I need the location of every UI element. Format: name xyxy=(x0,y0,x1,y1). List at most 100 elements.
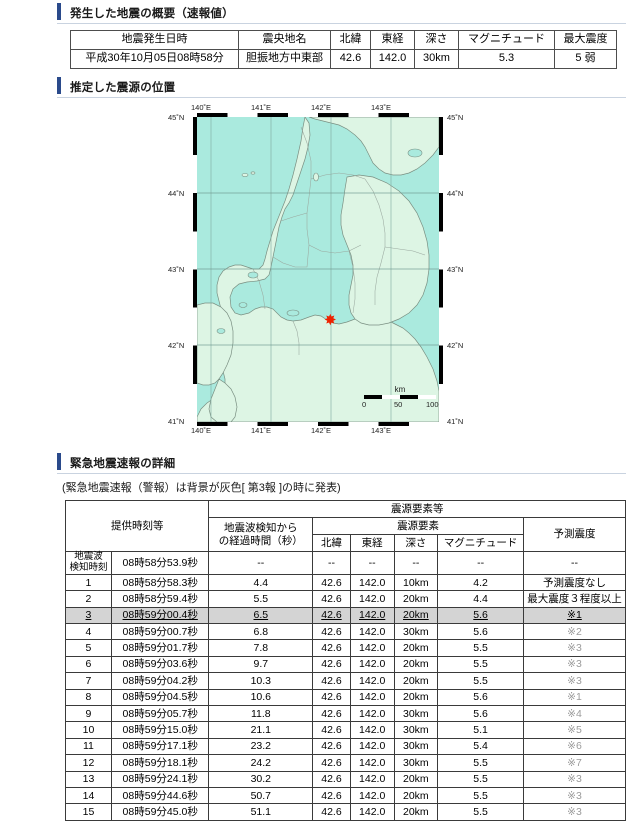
detail-table-row: 7 08時59分04.2秒 10.3 42.6 142.0 20km 5.5 ※3 xyxy=(65,672,626,690)
longitude-cell: 142.0 xyxy=(349,754,395,772)
map-neatline-bottom xyxy=(197,422,439,426)
report-time-cell: 08時59分17.1秒 xyxy=(110,737,210,756)
scale-unit-label: km xyxy=(394,385,406,394)
map-canvas: ✸ km 0 50 100 xyxy=(197,117,439,422)
map-lat-label-right-41: 41˚N xyxy=(447,417,464,426)
detail-col-provide-time: 提供時刻等 xyxy=(64,500,210,552)
latitude-cell: 42.6 xyxy=(312,639,351,657)
epicenter-star-icon: ✸ xyxy=(324,312,337,329)
latitude-cell: 42.6 xyxy=(312,573,351,592)
detail-col-magnitude: マグニチュード xyxy=(437,534,524,552)
longitude-cell: 142.0 xyxy=(349,737,395,756)
longitude-cell: 142.0 xyxy=(349,573,395,592)
report-number-cell: 14 xyxy=(65,786,112,805)
latitude-cell: 42.6 xyxy=(312,786,351,805)
magnitude-cell: 5.5 xyxy=(437,786,524,805)
elapsed-seconds-cell: 6.8 xyxy=(208,623,314,641)
section-title-summary: 発生した地震の概要（速報値） xyxy=(70,8,234,20)
elapsed-seconds-cell: 51.1 xyxy=(208,803,314,821)
latitude-cell: 42.6 xyxy=(312,655,351,674)
latitude-cell: 42.6 xyxy=(312,606,351,625)
summary-value-latitude: 42.6 xyxy=(330,48,371,69)
magnitude-cell: 5.5 xyxy=(437,770,524,788)
detail-col-latitude: 北緯 xyxy=(312,534,351,552)
report-number-cell: 9 xyxy=(65,704,112,723)
summary-value-magnitude: 5.3 xyxy=(458,48,555,69)
latitude-cell: 42.6 xyxy=(312,770,351,788)
detail-col-source: 震源要素 xyxy=(312,517,524,535)
detail-table-row: 3 08時59分00.4秒 6.5 42.6 142.0 20km 5.6 ※1 xyxy=(65,606,626,625)
longitude-cell: 142.0 xyxy=(349,721,395,739)
scale-tick-0: 0 xyxy=(362,400,367,409)
longitude-cell: -- xyxy=(349,551,395,575)
map-lon-label-bottom-141: 141˚E xyxy=(251,426,272,435)
depth-cell: 20km xyxy=(393,606,439,625)
report-time-cell: 08時59分45.0秒 xyxy=(110,803,210,821)
scale-bar-graphic xyxy=(364,395,436,399)
report-time-cell: 08時59分04.5秒 xyxy=(110,688,210,706)
scale-tick-50: 50 xyxy=(394,400,403,409)
elapsed-seconds-cell: 24.2 xyxy=(208,754,314,772)
report-time-cell: 08時58分59.4秒 xyxy=(110,590,210,608)
latitude-cell: 42.6 xyxy=(312,590,351,608)
predicted-intensity-cell: ※7 xyxy=(523,754,626,772)
summary-value-place: 胆振地方中東部 xyxy=(238,48,331,69)
longitude-cell: 142.0 xyxy=(349,655,395,674)
map-neatline-top xyxy=(197,113,439,117)
summary-value-datetime: 平成30年10月05日08時58分 xyxy=(70,48,239,69)
report-number-cell: 11 xyxy=(65,737,112,756)
report-time-cell: 08時59分00.7秒 xyxy=(110,623,210,641)
depth-cell: 30km xyxy=(393,704,439,723)
report-number-cell: 5 xyxy=(65,639,112,657)
detail-table-row: 10 08時59分15.0秒 21.1 42.6 142.0 30km 5.1 ※5 xyxy=(65,721,626,739)
detail-col-predicted-intensity: 予測震度 xyxy=(523,517,626,552)
report-time-cell: 08時59分44.6秒 xyxy=(110,786,210,805)
depth-cell: 20km xyxy=(393,803,439,821)
elapsed-seconds-cell: 30.2 xyxy=(208,770,314,788)
report-time-cell: 08時58分58.3秒 xyxy=(110,573,210,592)
detail-col-longitude: 東経 xyxy=(349,534,395,552)
detection-time-label-line2: 検知時刻 xyxy=(69,561,108,573)
report-time-cell: 08時59分15.0秒 xyxy=(110,721,210,739)
summary-header-row: 地震発生日時 震央地名 北緯 東経 深さ マグニチュード 最大震度 xyxy=(70,30,617,50)
predicted-intensity-cell: 最大震度３程度以上 xyxy=(523,590,626,608)
report-time-cell: 08時59分03.6秒 xyxy=(110,655,210,674)
depth-cell: 20km xyxy=(393,786,439,805)
accent-bar-icon xyxy=(57,3,61,20)
predicted-intensity-cell: ※3 xyxy=(523,786,626,805)
summary-value-longitude: 142.0 xyxy=(370,48,415,69)
elapsed-seconds-cell: 4.4 xyxy=(208,573,314,592)
section-title-map: 推定した震源の位置 xyxy=(70,82,176,94)
depth-cell: 20km xyxy=(393,688,439,706)
accent-bar-icon xyxy=(57,77,61,94)
report-number-cell: 4 xyxy=(65,623,112,641)
predicted-intensity-cell: ※1 xyxy=(523,606,626,625)
magnitude-cell: 5.5 xyxy=(437,754,524,772)
report-number-cell: 13 xyxy=(65,770,112,788)
section-header-summary: 発生した地震の概要（速報値） xyxy=(57,2,626,24)
section-header-map: 推定した震源の位置 xyxy=(57,76,626,98)
detail-table-row: 2 08時58分59.4秒 5.5 42.6 142.0 20km 4.4 最大震度３程度以上 xyxy=(65,590,626,608)
map-lon-label-bottom-140: 140˚E xyxy=(191,426,212,435)
accent-bar-icon xyxy=(57,453,61,470)
longitude-cell: 142.0 xyxy=(349,590,395,608)
scale-tick-labels: 0 50 100 xyxy=(362,399,439,409)
summary-value-max-intensity: 5 弱 xyxy=(554,48,617,69)
magnitude-cell: 5.6 xyxy=(437,704,524,723)
depth-cell: 30km xyxy=(393,623,439,641)
elapsed-seconds-cell: 7.8 xyxy=(208,639,314,657)
detail-table-row: 15 08時59分45.0秒 51.1 42.6 142.0 20km 5.5 ※3 xyxy=(65,803,626,821)
detail-table-row: 4 08時59分00.7秒 6.8 42.6 142.0 30km 5.6 ※2 xyxy=(65,623,626,641)
summary-col-longitude: 東経 xyxy=(370,30,415,50)
magnitude-cell: 4.4 xyxy=(437,590,524,608)
detail-table-row: 14 08時59分44.6秒 50.7 42.6 142.0 20km 5.5 ※3 xyxy=(65,786,626,805)
depth-cell: 30km xyxy=(393,737,439,756)
longitude-cell: 142.0 xyxy=(349,786,395,805)
summary-table: 地震発生日時 震央地名 北緯 東経 深さ マグニチュード 最大震度 平成30年1… xyxy=(70,30,617,69)
detail-header-row-3: 北緯 東経 深さ マグニチュード xyxy=(66,534,626,552)
report-time-cell: 08時59分24.1秒 xyxy=(110,770,210,788)
detail-table-row: 1 08時58分58.3秒 4.4 42.6 142.0 10km 4.2 予測震度なし xyxy=(65,573,626,592)
map-lat-label-left-45: 45˚N xyxy=(168,113,185,122)
magnitude-cell: 5.6 xyxy=(437,623,524,641)
